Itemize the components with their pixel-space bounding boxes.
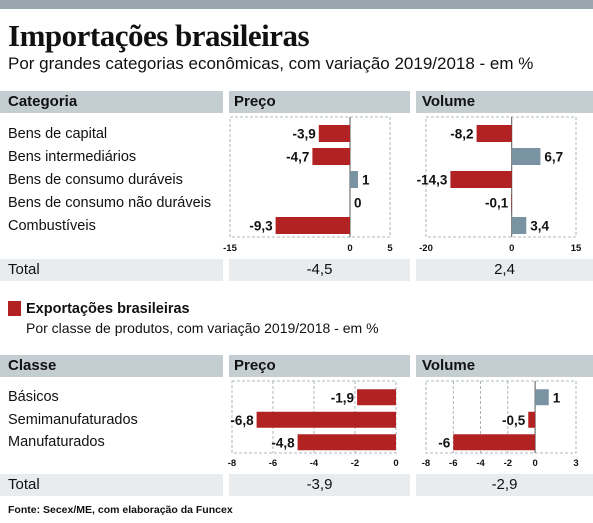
bar-value-label: -8,2: [450, 127, 473, 142]
page-subtitle: Por grandes categorias econômicas, com v…: [8, 54, 534, 73]
imports-category-label: Combustíveis: [8, 218, 96, 234]
tick-label: -4: [476, 458, 485, 469]
imports-category-label: Bens de consumo não duráveis: [8, 195, 212, 211]
imports-category-label: Bens intermediários: [8, 149, 137, 165]
bar-value-label: -9,3: [249, 219, 273, 234]
bar: [275, 217, 350, 234]
source-note: Fonte: Secex/ME, com elaboração da Funce…: [8, 504, 233, 516]
tick-label: 0: [347, 243, 352, 254]
imports-col-price: Preço: [234, 93, 276, 110]
exports-total-separator-2: [410, 474, 416, 496]
bar-value-label: -4,8: [271, 435, 295, 450]
exports-total-price: -3,9: [306, 476, 333, 493]
plot-frame: [425, 380, 577, 454]
tick-label: 0: [393, 458, 398, 469]
exports-separator-1: [223, 355, 229, 497]
imports-col-category: Categoria: [8, 93, 78, 110]
bar-value-label: 6,7: [544, 150, 563, 165]
tick-label: 15: [571, 243, 582, 254]
bar: [357, 389, 396, 406]
top-bar: [0, 0, 593, 9]
bar: [453, 434, 536, 451]
exports-header-row: [0, 355, 593, 377]
page-title: Importações brasileiras: [8, 18, 310, 53]
bar-value-label: -6: [438, 435, 450, 450]
tick-label: -6: [269, 458, 277, 469]
bar-value-label: -4,7: [286, 150, 309, 165]
bar: [511, 148, 541, 165]
imports-total-separator-1: [223, 259, 229, 281]
imports-separator-2: [410, 91, 416, 281]
exports-col-volume: Volume: [422, 357, 476, 374]
imports-category-label: Bens de consumo duráveis: [8, 172, 183, 188]
plot-frame: [229, 116, 391, 238]
exports-volume-chart: 1 -0,5 -6 -8 -6 -4 -2 0 3: [422, 380, 579, 469]
tick-label: 3: [573, 458, 578, 469]
tick-label: -2: [504, 458, 512, 469]
bar: [476, 125, 512, 142]
bar-value-label: -14,3: [417, 173, 448, 188]
exports-marker-square: [8, 301, 21, 316]
bar: [528, 411, 536, 428]
tick-label: 0: [532, 458, 537, 469]
exports-col-price: Preço: [234, 357, 276, 374]
tick-label: -15: [223, 243, 237, 254]
exports-title: Exportações brasileiras: [26, 301, 190, 317]
imports-header-row: [0, 91, 593, 113]
plot-frame: [425, 116, 577, 238]
exports-col-class: Classe: [8, 357, 57, 374]
tick-label: -20: [419, 243, 433, 254]
bar-value-label: -0,1: [485, 196, 509, 211]
exports-price-chart: -1,9 -6,8 -4,8 -8 -6 -4 -2 0: [228, 380, 399, 469]
exports-total-volume: -2,9: [491, 476, 518, 493]
imports-volume-chart: -8,2 6,7 -14,3 -0,1 3,4 -20 0 15: [417, 116, 582, 254]
imports-total-label: Total: [8, 261, 40, 278]
imports-total-price: -4,5: [306, 261, 333, 278]
imports-col-volume: Volume: [422, 93, 476, 110]
exports-subtitle: Por classe de produtos, com variação 201…: [26, 320, 379, 336]
imports-separator-1: [223, 91, 229, 281]
imports-total-row: [0, 259, 593, 281]
tick-label: -8: [228, 458, 236, 469]
tick-label: -4: [310, 458, 319, 469]
exports-total-label: Total: [8, 476, 40, 493]
bar-value-label: 1: [362, 173, 370, 188]
bar: [511, 217, 527, 234]
exports-class-label: Básicos: [8, 389, 59, 405]
bar: [350, 171, 358, 188]
tick-label: -2: [351, 458, 359, 469]
bar: [450, 171, 512, 188]
bar-value-label: -6,8: [230, 413, 254, 428]
exports-total-row: [0, 474, 593, 496]
tick-label: 0: [509, 243, 514, 254]
imports-total-separator-2: [410, 259, 416, 281]
bar-value-label: -1,9: [331, 390, 354, 405]
bar-value-label: 3,4: [530, 219, 549, 234]
bar-value-label: -3,9: [293, 127, 316, 142]
exports-separator-2: [410, 355, 416, 497]
exports-total-separator-1: [223, 474, 229, 496]
imports-price-chart: -3,9-4,710-9,3-15 0 5: [223, 116, 393, 254]
bar: [312, 148, 350, 165]
tick-label: -6: [449, 458, 457, 469]
exports-class-label: Manufaturados: [8, 434, 105, 450]
bar-value-label: -0,5: [502, 413, 526, 428]
bar: [318, 125, 350, 142]
tick-label: 5: [387, 243, 393, 254]
bar: [256, 411, 396, 428]
imports-category-label: Bens de capital: [8, 126, 108, 142]
bar: [535, 389, 549, 406]
bar: [297, 434, 396, 451]
tick-label: -8: [422, 458, 430, 469]
imports-total-volume: 2,4: [494, 261, 515, 278]
bar-value-label: 0: [354, 196, 362, 211]
exports-class-label: Semimanufaturados: [8, 412, 138, 428]
bar-value-label: 1: [553, 390, 561, 405]
